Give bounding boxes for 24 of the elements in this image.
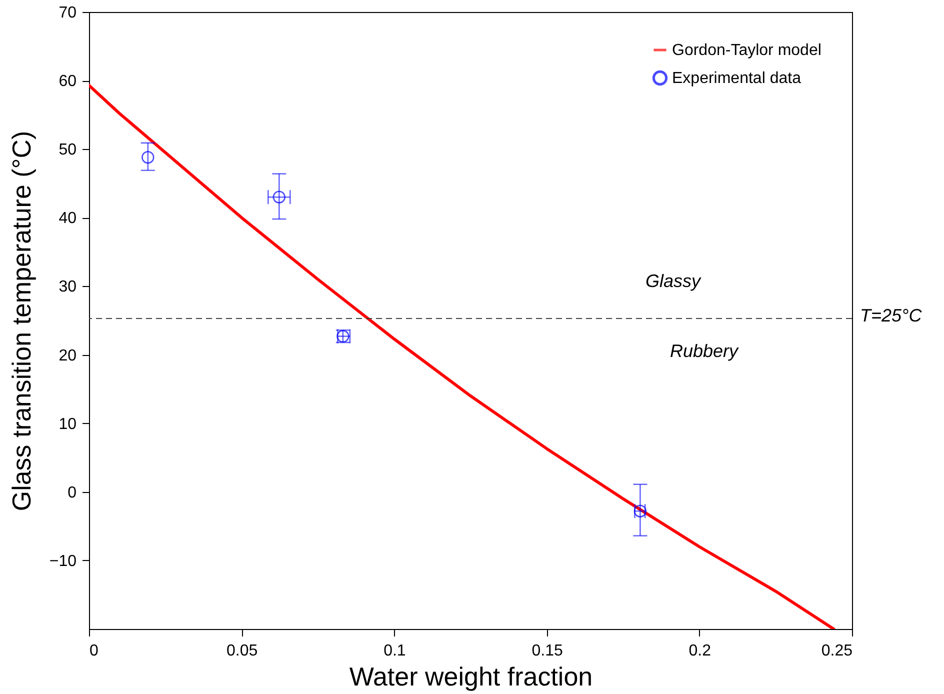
y-tick-label: −10	[49, 552, 77, 570]
y-tick-label: 20	[58, 347, 77, 364]
y-tick-label: 0	[68, 484, 77, 502]
x-tick-label: 0.05	[226, 642, 258, 660]
x-axis-title: Water weight fraction	[349, 662, 593, 692]
annotation: Rubbery	[670, 341, 740, 361]
y-tick-label: 70	[58, 4, 77, 22]
y-tick-label: 50	[58, 142, 77, 159]
x-tick-label: 0.2	[688, 642, 712, 660]
point	[272, 190, 286, 204]
x-tick-label: 0	[90, 642, 98, 660]
legend-label: Gordon-Taylor model	[672, 42, 822, 59]
y-tick-label: 10	[58, 416, 77, 433]
point	[142, 151, 154, 164]
y-axis-title: Glass transition temperature (°C)	[6, 130, 36, 512]
ref-line-label: T=25°C	[860, 305, 923, 326]
x-tick-label: 0.25	[821, 642, 853, 660]
annotation: Glassy	[645, 271, 702, 291]
legend-label: Experimental data	[672, 70, 802, 87]
y-tick-label: 60	[58, 73, 77, 90]
y-tick-label: 40	[58, 210, 77, 228]
x-tick-label: 0.1	[384, 642, 406, 660]
y-tick-label: 30	[58, 278, 77, 296]
x-tick-label: 0.15	[532, 642, 563, 660]
